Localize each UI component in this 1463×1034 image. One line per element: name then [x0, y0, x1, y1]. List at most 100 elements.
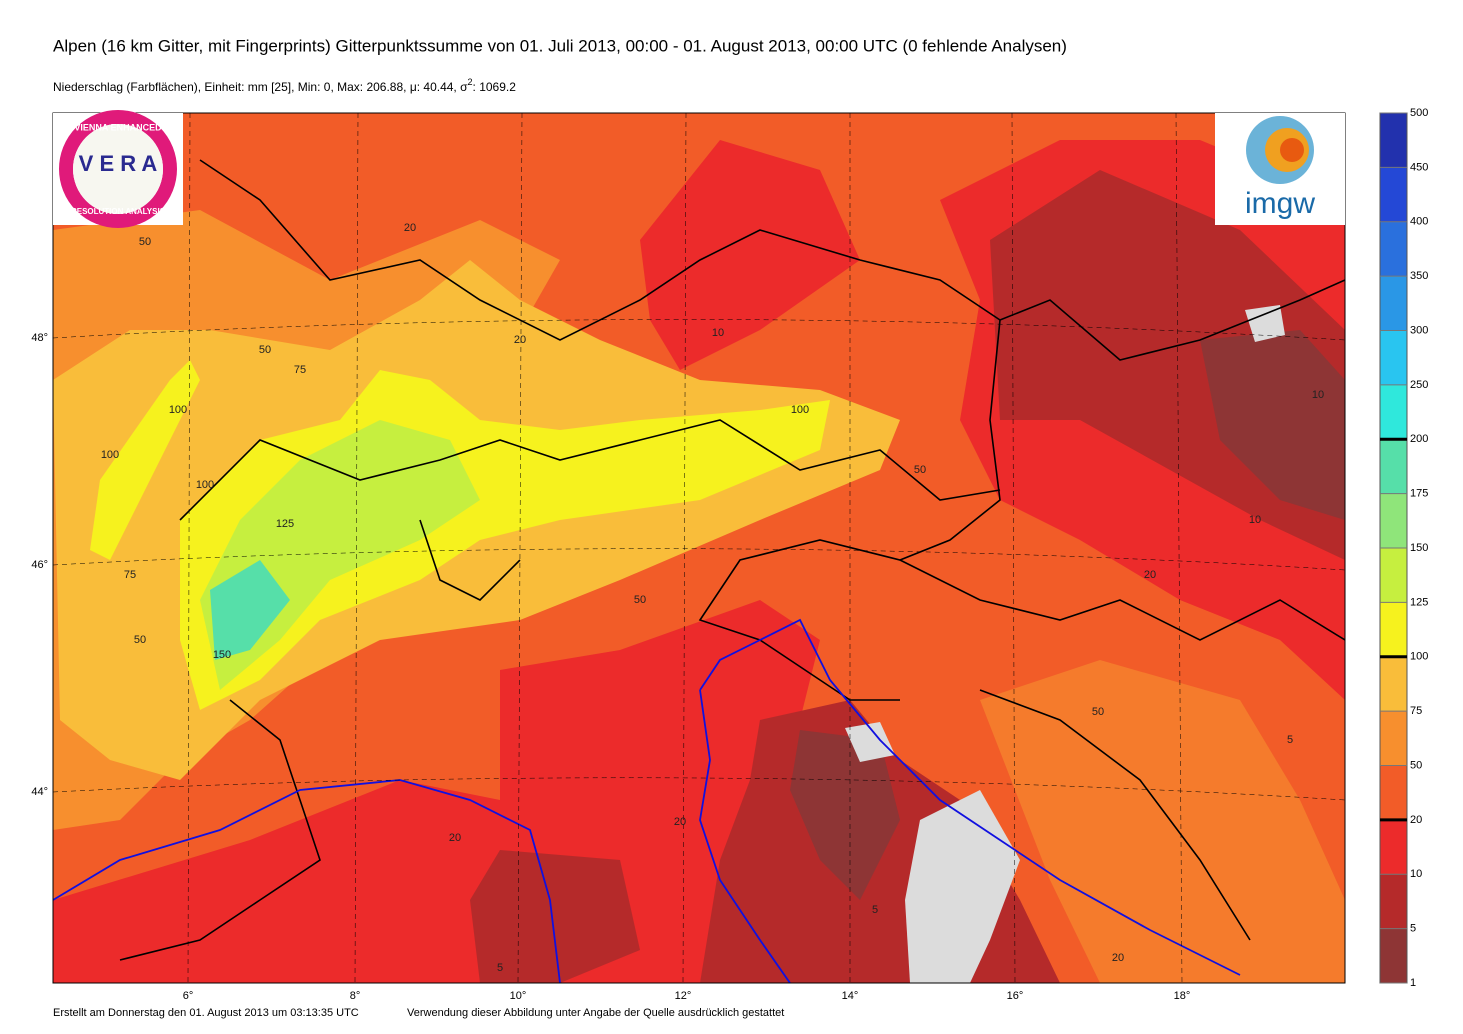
contour-label: 5 [1287, 734, 1293, 746]
logo-core [1280, 138, 1304, 162]
colorbar-swatch [1380, 548, 1407, 603]
logo-text: imgw [1245, 187, 1315, 220]
contour-label: 5 [497, 962, 503, 974]
logo-text: V E R A [79, 151, 158, 176]
contour-label: 100 [196, 479, 214, 491]
colorbar-label: 5 [1410, 923, 1416, 935]
region-no-rain [845, 722, 895, 762]
region-no-rain [1245, 305, 1285, 342]
contour-label: 50 [1092, 706, 1104, 718]
colorbar-swatch [1380, 711, 1407, 766]
lon-label: 8° [350, 990, 361, 1002]
contour-label: 20 [404, 222, 416, 234]
contour-label: 50 [134, 634, 146, 646]
region-100 [90, 360, 200, 560]
colorbar-label: 150 [1410, 542, 1428, 554]
contour-label: 100 [791, 404, 809, 416]
lon-label: 14° [842, 990, 859, 1002]
vera-logo: VIENNA ENHANCED V E R A RESOLUTION ANALY… [53, 110, 183, 228]
lat-label: 48° [31, 332, 48, 344]
colorbar: 1 5 10 20 50 75 100 125 150 175 200 250 300 350 400 450… [1379, 107, 1428, 989]
colorbar-swatch [1380, 874, 1407, 929]
contour-label: 50 [634, 594, 646, 606]
subtitle-sup: 2 [468, 77, 473, 87]
subtitle: Niederschlag (Farbflächen), Einheit: mm … [53, 77, 516, 94]
contour-label: 100 [101, 449, 119, 461]
lon-label: 6° [183, 990, 194, 1002]
colorbar-swatch [1380, 276, 1407, 331]
coastline [53, 618, 1241, 983]
region-no-rain [905, 790, 1020, 983]
lat-labels: 48° 46° 44° [31, 332, 48, 798]
contour-label: 75 [124, 569, 136, 581]
contour-label: 20 [1112, 952, 1124, 964]
colorbar-label: 75 [1410, 705, 1422, 717]
contour-label: 150 [213, 649, 231, 661]
colorbar-label: 1 [1410, 977, 1416, 989]
region-10-20 [53, 600, 880, 983]
colorbar-label: 200 [1410, 433, 1428, 445]
footer-created: Erstellt am Donnerstag den 01. August 20… [53, 1007, 359, 1019]
lon-label: 16° [1007, 990, 1024, 1002]
colorbar-swatch [1380, 656, 1407, 712]
lat-label: 46° [31, 559, 48, 571]
contour-label: 5 [872, 904, 878, 916]
colorbar-swatch [1380, 221, 1407, 277]
colorbar-label: 500 [1410, 107, 1428, 119]
colorbar-label: 100 [1410, 651, 1428, 663]
colorbar-label: 400 [1410, 216, 1428, 228]
colorbar-swatch [1380, 602, 1407, 657]
region-1-5 [790, 730, 900, 900]
colorbar-swatch [1380, 493, 1407, 548]
colorbar-swatch [1380, 384, 1407, 440]
contour-label: 10 [712, 327, 724, 339]
title: Alpen (16 km Gitter, mit Fingerprints) G… [53, 36, 1067, 55]
logo-ring [59, 110, 177, 228]
colorbar-swatch [1380, 439, 1407, 494]
colorbar-label: 350 [1410, 270, 1428, 282]
colorbar-swatch [1380, 765, 1407, 820]
subtitle-text: : 1069.2 [473, 80, 517, 94]
colorbar-swatch [1380, 167, 1407, 222]
region-5-10 [470, 850, 640, 983]
colorbar-label: 450 [1410, 161, 1428, 173]
colorbar-swatch [1380, 819, 1407, 875]
contour-label: 100 [169, 404, 187, 416]
logo-text: VIENNA ENHANCED [74, 122, 162, 132]
contour-label: 125 [276, 518, 294, 530]
colorbar-label: 20 [1410, 814, 1422, 826]
colorbar-swatch [1380, 113, 1407, 168]
region-1-5 [1200, 330, 1345, 520]
lon-label: 10° [510, 990, 527, 1002]
logo-text: RESOLUTION ANALYSIS [71, 207, 166, 216]
contour-label: 50 [914, 464, 926, 476]
contour-label: 10 [1249, 514, 1261, 526]
map-frame [52, 112, 1346, 984]
contour-label: 75 [294, 364, 306, 376]
colorbar-label: 10 [1410, 868, 1422, 880]
region-50 [980, 660, 1345, 983]
lon-labels: 6° 8° 10° 12° 14° 16° 18° [183, 990, 1191, 1002]
contour-label: 50 [259, 344, 271, 356]
map: 50 20 50 75 100 100 125 150 100 75 50 20 10 20 50 100 20… [31, 112, 1346, 1002]
imgw-logo: imgw [1215, 113, 1345, 225]
colorbar-label: 250 [1410, 379, 1428, 391]
contour-label: 20 [1144, 569, 1156, 581]
contour-label: 50 [139, 236, 151, 248]
colorbar-label: 175 [1410, 488, 1428, 500]
lat-label: 44° [31, 786, 48, 798]
subtitle-text: Niederschlag (Farbflächen), Einheit: mm … [53, 80, 468, 94]
borders [119, 159, 1345, 961]
colorbar-swatch [1380, 928, 1407, 983]
colorbar-label: 50 [1410, 759, 1422, 771]
colorbar-swatch [1380, 330, 1407, 385]
graticule [53, 113, 1345, 983]
logo-center [73, 124, 163, 214]
colorbar-label: 300 [1410, 324, 1428, 336]
contour-labels: 50 20 50 75 100 100 125 150 100 75 50 20 10 20 50 100 20… [101, 152, 1324, 974]
contour-label: 20 [674, 816, 686, 828]
colorbar-label: 125 [1410, 596, 1428, 608]
